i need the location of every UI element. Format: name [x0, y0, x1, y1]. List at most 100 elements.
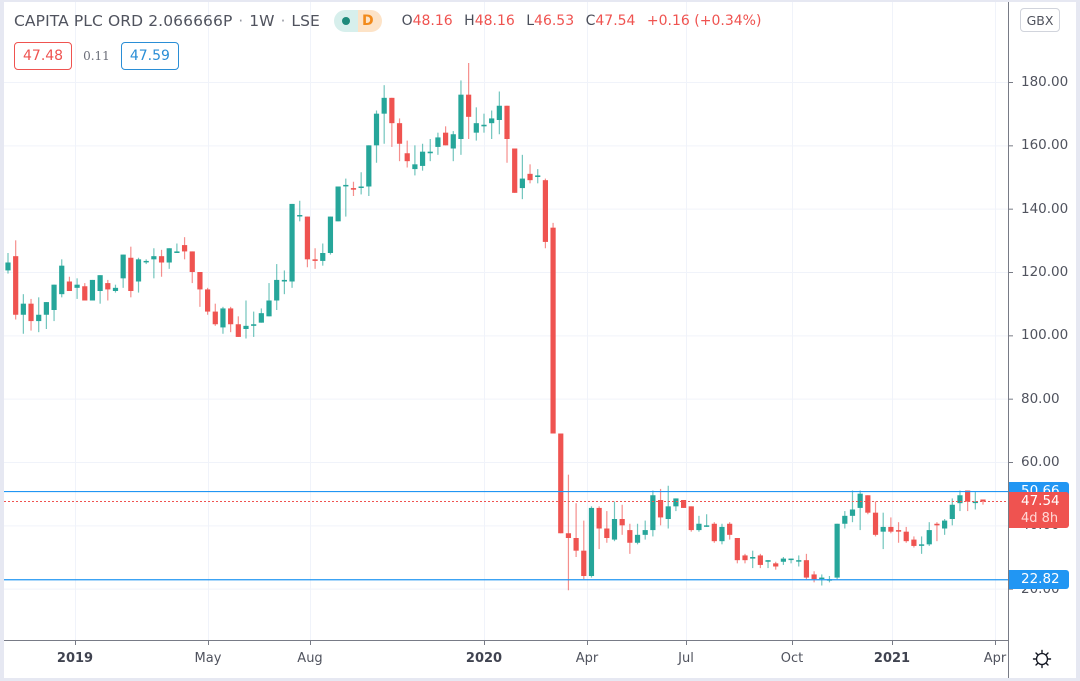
candle-body: [128, 257, 134, 292]
time-label: 2020: [465, 651, 503, 666]
candle-body: [604, 528, 610, 539]
candle-body: [151, 256, 157, 260]
symbol-legend[interactable]: CAPITA PLC ORD 2.066666P · 1W · LSE D O4…: [14, 10, 761, 32]
last-price-tag: 47.54 4d 8h: [1009, 492, 1069, 528]
time-label: May: [194, 651, 222, 666]
candle-body: [366, 145, 372, 187]
candle-body: [504, 105, 510, 140]
candle-body: [965, 490, 971, 502]
candle-body: [274, 279, 280, 301]
exchange-label: LSE: [291, 12, 320, 30]
candle-body: [926, 530, 932, 545]
candle-body: [834, 523, 840, 578]
ask-button[interactable]: 47.59: [120, 42, 179, 70]
candle-body: [481, 124, 487, 127]
candle-body: [36, 314, 42, 322]
lower-line-price-tag[interactable]: 22.82: [1009, 570, 1069, 589]
candle-body: [581, 550, 587, 577]
symbol-title[interactable]: CAPITA PLC ORD 2.066666P: [14, 12, 233, 30]
candle-body: [212, 311, 218, 325]
candle-body: [66, 281, 73, 292]
candle-body: [535, 175, 541, 178]
time-axis[interactable]: 2019 May Aug 2020 Apr Jul Oct 2021 Apr: [0, 640, 1008, 676]
candle-body: [166, 248, 172, 263]
bid-ask-row: 47.48 0.11 47.59: [14, 42, 179, 70]
candle-body: [312, 259, 318, 261]
bar-countdown: 4d 8h: [1021, 511, 1059, 526]
high-value: 48.16: [474, 13, 515, 29]
candle-body: [189, 251, 195, 273]
price-tick: 100.00: [1021, 327, 1069, 343]
candle-body: [59, 265, 65, 295]
interval-label[interactable]: 1W: [249, 12, 275, 30]
candle-body: [611, 519, 618, 540]
candle-body: [97, 275, 103, 292]
candle-body: [74, 284, 80, 288]
time-label: Jul: [678, 651, 694, 666]
candle-body: [419, 151, 426, 166]
candle-body: [120, 254, 126, 279]
candle-body: [389, 97, 395, 124]
candle-body: [143, 260, 149, 263]
candle-body: [197, 272, 203, 290]
open-value: 48.16: [412, 13, 453, 29]
candle-body: [742, 555, 748, 561]
chart-settings-button[interactable]: [1031, 648, 1053, 670]
candle-body: [335, 186, 341, 222]
candle-body: [350, 188, 357, 190]
candle-body: [28, 303, 34, 322]
price-lines[interactable]: [4, 490, 1008, 581]
separator: ·: [238, 12, 244, 30]
candle-body: [519, 178, 525, 189]
time-label: 2019: [56, 651, 94, 666]
open-label: O: [401, 13, 413, 29]
candle-body: [105, 283, 111, 290]
candle-body: [235, 324, 241, 337]
candle-body: [665, 506, 671, 520]
candle-body: [373, 113, 380, 146]
candle-body: [327, 216, 334, 254]
candle-body: [911, 539, 917, 546]
candle-body: [343, 184, 349, 187]
price-tick: 160.00: [1021, 137, 1069, 153]
candle-body: [596, 507, 602, 529]
candle-body: [281, 279, 287, 282]
time-label: 2021: [873, 651, 911, 666]
candle-body: [358, 186, 364, 189]
candle-body: [888, 526, 894, 532]
candle-body: [573, 538, 579, 551]
candle-body: [466, 94, 472, 117]
candle-body: [558, 433, 564, 534]
high-label: H: [464, 13, 475, 29]
spread-value: 0.11: [83, 49, 110, 63]
candle-body: [404, 153, 410, 162]
currency-button[interactable]: GBX: [1020, 8, 1060, 32]
time-label: Oct: [780, 651, 804, 666]
candle-body: [711, 523, 717, 542]
candle-body: [527, 173, 533, 181]
axis-ticks: [75, 82, 1013, 645]
candle-body: [450, 134, 456, 149]
candle-body: [427, 151, 433, 154]
price-tick: 180.00: [1021, 74, 1069, 90]
time-label: Aug: [297, 651, 323, 666]
candle-body: [957, 495, 963, 504]
candle-body: [727, 523, 733, 535]
candle-body: [20, 303, 26, 315]
market-status-pill[interactable]: D: [333, 10, 382, 32]
ohlc-values: O48.16 H48.16 L46.53 C47.54 +0.16 (+0.34…: [402, 13, 762, 29]
candle-body: [297, 215, 303, 217]
candle-body: [849, 509, 856, 516]
low-label: L: [526, 13, 535, 29]
candle-body: [43, 302, 49, 315]
candle-body: [811, 574, 817, 580]
bid-button[interactable]: 47.48: [14, 42, 73, 70]
price-tick: 120.00: [1021, 264, 1069, 280]
candle-body: [458, 94, 464, 140]
candle-body: [496, 105, 502, 121]
gear-icon: [1032, 649, 1052, 669]
candle-body: [489, 118, 495, 124]
candle-body: [688, 506, 694, 531]
candle-body: [796, 560, 802, 562]
